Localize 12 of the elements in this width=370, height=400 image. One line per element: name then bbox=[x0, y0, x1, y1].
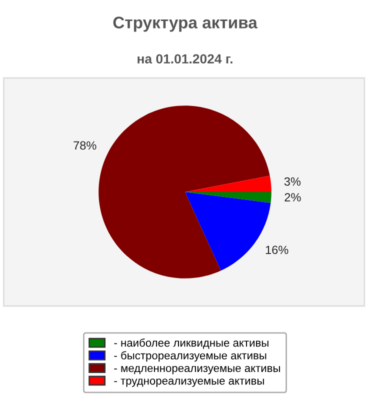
data-label: 78% bbox=[74, 141, 96, 150]
pie-slice bbox=[185, 176, 272, 192]
pie-slice bbox=[185, 192, 272, 203]
legend-label: - труднореализуемые активы bbox=[114, 378, 264, 387]
legend-label: - быстрореализуемые активы bbox=[114, 351, 266, 362]
chart-title: Структура актива bbox=[113, 16, 258, 32]
legend-label: - медленнореализуемые активы bbox=[114, 366, 280, 374]
data-label: 3% bbox=[284, 177, 301, 186]
chart-subtitle: на 01.01.2024 г. bbox=[138, 54, 232, 64]
legend-label: - наиболее ликвидные активы bbox=[114, 338, 268, 349]
data-label: 16% bbox=[266, 246, 288, 254]
data-label: 2% bbox=[284, 193, 301, 202]
